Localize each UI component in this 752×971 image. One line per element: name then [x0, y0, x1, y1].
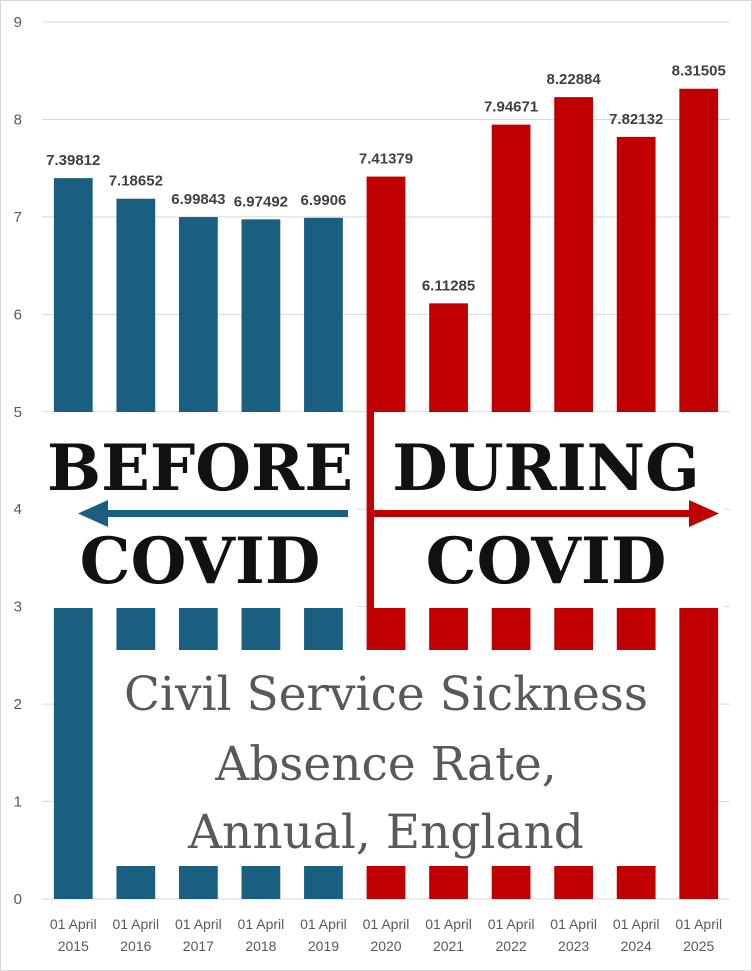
x-tick-label: 2020	[370, 938, 401, 954]
data-label: 8.22884	[547, 71, 602, 88]
data-label: 7.94671	[484, 99, 538, 116]
during-label-line2: COVID	[426, 524, 667, 599]
y-tick-label: 8	[14, 111, 22, 128]
period-divider	[367, 412, 373, 608]
x-tick-label: 2016	[120, 938, 151, 954]
x-tick-label: 01 April	[50, 916, 97, 932]
arrow-right-icon	[373, 500, 719, 527]
data-label: 6.99843	[171, 191, 225, 208]
x-tick-label: 01 April	[613, 916, 660, 932]
y-tick-label: 9	[14, 14, 22, 31]
arrow-left-icon	[78, 500, 348, 527]
x-tick-label: 01 April	[238, 916, 285, 932]
x-tick-label: 01 April	[112, 916, 159, 932]
x-axis: 01 April 2015 01 April 2016 01 April 2017 01 A…	[50, 916, 722, 954]
data-labels: 7.39812 7.18652 6.99843 6.97492 6.9906 7.4137…	[46, 63, 726, 295]
chart-title-line1: Civil Service Sickness	[124, 667, 648, 722]
x-tick-label: 2025	[683, 938, 714, 954]
x-tick-label: 2021	[433, 938, 464, 954]
y-tick-label: 6	[14, 306, 22, 323]
title-panel	[93, 650, 679, 866]
x-tick-label: 01 April	[300, 916, 347, 932]
data-label: 6.9906	[301, 192, 347, 209]
x-tick-label: 01 April	[425, 916, 472, 932]
data-label: 7.18652	[109, 173, 163, 190]
x-tick-label: 2019	[308, 938, 339, 954]
y-tick-label: 0	[14, 891, 22, 908]
x-tick-label: 2022	[496, 938, 527, 954]
y-tick-label: 3	[14, 599, 22, 616]
data-label: 7.82132	[609, 111, 663, 128]
x-tick-label: 2023	[558, 938, 589, 954]
x-tick-label: 01 April	[675, 916, 722, 932]
x-tick-label: 01 April	[363, 916, 410, 932]
data-label: 7.39812	[46, 152, 100, 169]
x-tick-label: 2015	[58, 938, 89, 954]
chart-title-line2: Absence Rate,	[214, 737, 556, 792]
y-tick-label: 2	[14, 696, 22, 713]
x-tick-label: 01 April	[175, 916, 222, 932]
x-tick-label: 01 April	[550, 916, 597, 932]
y-tick-label: 4	[14, 501, 22, 518]
data-label: 8.31505	[672, 63, 726, 80]
data-label: 7.41379	[359, 151, 413, 168]
before-label-line1: BEFORE	[47, 431, 353, 506]
y-tick-label: 1	[14, 794, 22, 811]
y-tick-label: 7	[14, 209, 22, 226]
chart-title-line3: Annual, England	[187, 805, 584, 860]
x-tick-label: 01 April	[488, 916, 535, 932]
x-tick-label: 2018	[245, 938, 276, 954]
data-label: 6.97492	[234, 193, 288, 210]
during-label-line1: DURING	[392, 431, 700, 506]
y-tick-label: 5	[14, 404, 22, 421]
x-tick-label: 2024	[621, 938, 652, 954]
before-label-line2: COVID	[80, 524, 321, 599]
x-tick-label: 2017	[183, 938, 214, 954]
data-label: 6.11285	[422, 277, 475, 294]
y-axis: 0 1 2 3 4 5 6 7 8 9	[14, 14, 22, 908]
